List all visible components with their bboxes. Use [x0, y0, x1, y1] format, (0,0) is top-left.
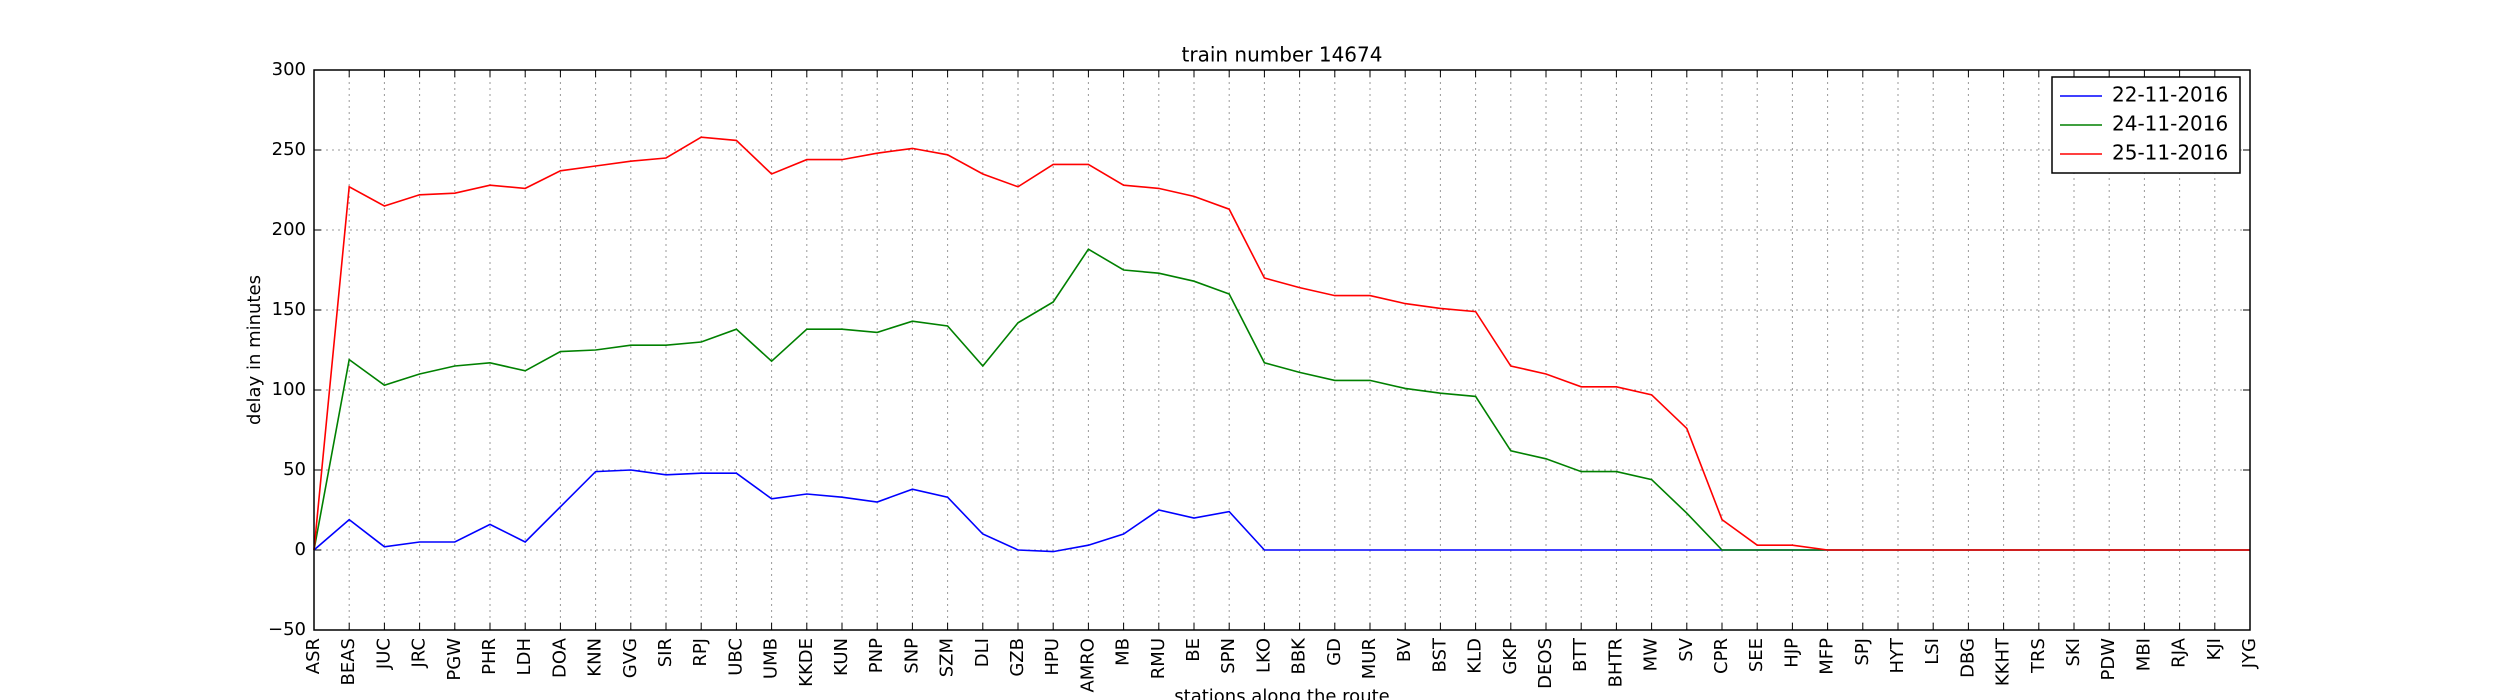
plot-frame	[313, 69, 2251, 631]
x-tick-label: BTT	[1570, 637, 1591, 672]
x-tick-label: TRS	[2028, 638, 2049, 674]
y-tick-label: 50	[283, 459, 306, 480]
x-tick-label: GD	[1324, 638, 1345, 666]
x-tick-label: MBI	[2133, 638, 2154, 671]
x-tick-label: KJI	[2204, 638, 2225, 660]
x-tick-label: PHR	[479, 638, 500, 675]
x-tick-label: PGW	[444, 638, 465, 681]
x-tick-label: MFP	[1817, 638, 1838, 675]
x-tick-label: KKHT	[1993, 637, 2014, 686]
x-tick-label: BST	[1429, 637, 1450, 672]
y-tick-label: 0	[295, 539, 306, 560]
legend-label: 22-11-2016	[2112, 83, 2228, 107]
x-tick-label: SIR	[655, 638, 676, 667]
x-tick-label: BE	[1183, 638, 1204, 662]
x-tick-label: SPN	[1218, 638, 1239, 674]
x-tick-label: LDH	[514, 638, 535, 675]
x-tick-label: GZB	[1007, 638, 1028, 677]
x-axis-label: stations along the route	[1174, 686, 1389, 700]
x-tick-label: MB	[1113, 638, 1134, 666]
data-line	[313, 136, 2250, 551]
chart-title: train number 14674	[1182, 43, 1383, 67]
x-tick-label: RJA	[2169, 637, 2190, 667]
legend-label: 24-11-2016	[2112, 112, 2228, 136]
x-tick-label: GVG	[620, 638, 641, 678]
x-tick-label: AMRO	[1077, 638, 1098, 693]
y-tick-label: 200	[272, 219, 306, 240]
x-tick-label: CPR	[1711, 638, 1732, 674]
legend: 22-11-2016 24-11-2016 25-11-2016	[2051, 76, 2241, 174]
x-tick-label: BEAS	[338, 638, 359, 685]
x-tick-label: DEOS	[1535, 638, 1556, 689]
x-tick-label: KLD	[1465, 638, 1486, 674]
x-tick-label: KUN	[831, 638, 852, 676]
y-axis-label: delay in minutes	[244, 275, 265, 425]
x-tick-label: MW	[1641, 638, 1662, 672]
x-tick-label: KNN	[585, 638, 606, 677]
x-tick-label: BBK	[1289, 637, 1310, 675]
legend-label: 25-11-2016	[2112, 141, 2228, 165]
y-tick-label: 250	[272, 139, 306, 160]
x-tick-label: ASR	[303, 638, 324, 674]
y-tick-label: 300	[272, 59, 306, 80]
x-tick-label: DBG	[1957, 638, 1978, 678]
x-tick-label: DLI	[972, 638, 993, 667]
x-tick-label: DOA	[549, 637, 570, 678]
x-tick-label: SZM	[937, 638, 958, 677]
x-tick-label: PNP	[866, 638, 887, 673]
x-tick-label: RPJ	[690, 638, 711, 667]
x-tick-label: BV	[1394, 637, 1415, 662]
x-tick-label: JYG	[2239, 638, 2260, 669]
x-tick-label: SEE	[1746, 638, 1767, 672]
x-tick-label: SNP	[901, 638, 922, 674]
x-tick-label: SKI	[2063, 638, 2084, 667]
x-tick-label: UBC	[725, 638, 746, 676]
x-tick-label: RMU	[1148, 638, 1169, 679]
x-tick-label: LSI	[1922, 638, 1943, 665]
x-tick-label: UMB	[761, 638, 782, 679]
x-tick-label: PDW	[2098, 638, 2119, 681]
x-tick-label: JUC	[373, 638, 394, 670]
x-tick-label: MUR	[1359, 638, 1380, 679]
y-tick-label: −50	[268, 619, 306, 640]
x-tick-label: JRC	[409, 638, 430, 669]
x-tick-label: HPU	[1042, 638, 1063, 676]
y-tick-label: 150	[272, 299, 306, 320]
x-tick-label: GKP	[1500, 638, 1521, 675]
x-tick-label: LKO	[1253, 638, 1274, 673]
x-tick-label: KKDE	[796, 638, 817, 687]
x-tick-label: SPJ	[1852, 638, 1873, 666]
x-tick-label: SV	[1676, 637, 1697, 661]
x-tick-label: HYT	[1887, 637, 1908, 674]
y-tick-label: 100	[272, 379, 306, 400]
x-tick-label: BHTR	[1605, 638, 1626, 687]
x-tick-label: HJP	[1781, 638, 1802, 668]
